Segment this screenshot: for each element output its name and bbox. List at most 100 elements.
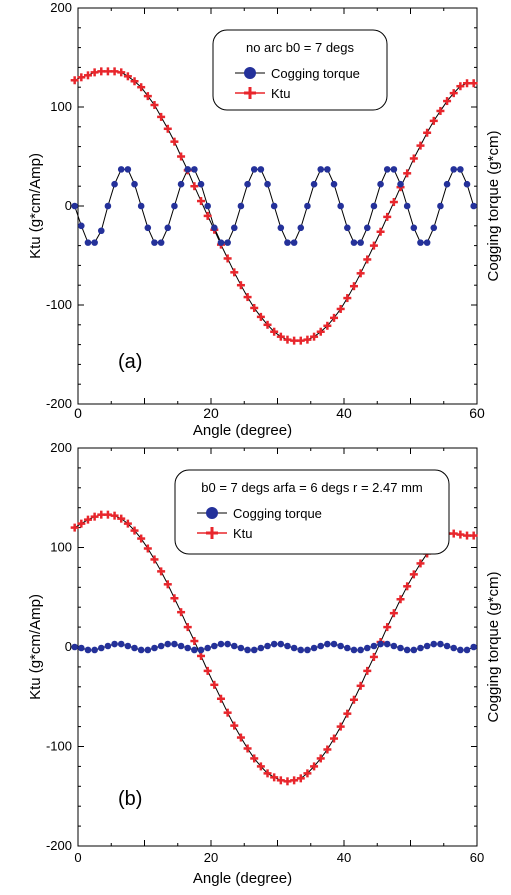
cogging-torque-point <box>177 642 185 650</box>
cogging-torque-point <box>350 646 358 654</box>
cogging-torque-point <box>324 640 331 648</box>
cogging-torque-point <box>144 646 152 654</box>
panel-label: (b) <box>118 788 142 810</box>
cogging-torque-point <box>430 224 438 232</box>
x-tick-label: 60 <box>470 850 484 865</box>
cogging-torque-point <box>250 166 258 173</box>
cogging-torque-point <box>71 643 78 651</box>
cogging-torque-point <box>78 644 85 652</box>
cogging-torque-point <box>437 640 444 648</box>
ktu-point <box>216 694 225 703</box>
ktu-point <box>303 769 312 778</box>
ktu-point <box>356 269 365 278</box>
ktu-point <box>203 211 212 220</box>
cogging-torque-point <box>284 642 291 650</box>
ktu-point <box>123 72 132 81</box>
ktu-point <box>137 83 146 92</box>
ktu-point <box>416 141 425 150</box>
ktu-point <box>190 637 199 646</box>
ktu-point <box>197 651 206 660</box>
ktu-point <box>223 254 232 263</box>
cogging-torque-point <box>290 239 298 246</box>
ktu-point <box>90 512 99 521</box>
cogging-torque-point <box>324 166 331 173</box>
cogging-torque-point <box>191 646 198 654</box>
cogging-torque-point <box>457 166 464 173</box>
y-tick-label: 0 <box>65 198 72 213</box>
ktu-point <box>190 182 199 191</box>
x-tick-label: 0 <box>74 850 81 865</box>
ktu-point <box>236 733 245 742</box>
ktu-point <box>443 97 452 106</box>
cogging-torque-point <box>304 646 311 654</box>
x-axis-label: Angle (degree) <box>193 422 292 439</box>
ktu-point <box>197 197 206 206</box>
cogging-torque-point <box>264 642 271 650</box>
cogging-torque-point <box>277 640 285 648</box>
cogging-torque-point <box>171 640 178 648</box>
cogging-torque-point <box>257 166 265 173</box>
ktu-point <box>203 666 212 675</box>
ktu-point <box>83 71 92 80</box>
cogging-torque-point <box>157 642 165 650</box>
cogging-torque-point <box>363 224 371 232</box>
y-axis-label: Ktu (g*cm/Amp) <box>27 594 44 700</box>
cogging-torque-point <box>463 646 471 654</box>
ktu-point <box>183 623 192 632</box>
ktu-point <box>336 722 345 731</box>
ktu-point <box>123 519 132 528</box>
cogging-torque-point <box>403 646 411 654</box>
cogging-torque-point <box>357 646 364 654</box>
ktu-point <box>423 128 432 137</box>
cogging-torque-point <box>137 202 145 210</box>
cogging-torque-point <box>317 642 325 650</box>
ktu-point <box>349 282 358 291</box>
cogging-torque-point <box>78 222 85 230</box>
legend: no arc b0 = 7 degs Cogging torque Ktu <box>212 29 388 111</box>
y-tick-label: 200 <box>50 0 72 15</box>
ktu-point <box>157 567 166 576</box>
y-tick-label: -200 <box>46 838 72 853</box>
cogging-torque-point <box>437 202 444 210</box>
legend-label-ktu: Ktu <box>233 526 253 541</box>
ktu-point <box>403 582 412 591</box>
cogging-torque-point <box>157 239 165 246</box>
cogging-torque-point <box>443 642 451 650</box>
ktu-point <box>210 680 219 689</box>
cogging-torque-point <box>137 646 145 654</box>
cogging-torque-point <box>450 166 458 173</box>
cogging-torque-point <box>117 166 125 173</box>
cogging-torque-point <box>197 180 205 188</box>
ktu-point <box>469 531 478 540</box>
x-axis-label: Angle (degree) <box>193 870 292 887</box>
cogging-torque-point <box>330 640 338 648</box>
cogging-torque-point <box>423 239 431 246</box>
y-axis-label-right: Cogging torque (g*cm) <box>485 131 502 282</box>
legend-cogging-marker <box>244 67 256 79</box>
cogging-torque-point <box>171 202 178 210</box>
ktu-point <box>323 321 332 330</box>
ktu-point <box>270 327 279 336</box>
y-axis-label: Ktu (g*cm/Amp) <box>27 153 44 259</box>
cogging-torque-point <box>97 227 105 235</box>
legend-label-cogging-torque: Cogging torque <box>271 66 360 81</box>
ktu-point <box>117 68 126 77</box>
cogging-torque-point <box>124 642 132 650</box>
cogging-torque-point <box>131 644 138 652</box>
ktu-point <box>230 721 239 730</box>
cogging-torque-point <box>191 166 198 173</box>
ktu-point <box>290 776 299 785</box>
ktu-point <box>77 519 86 528</box>
cogging-torque-point <box>310 180 318 188</box>
ktu-point <box>416 559 425 568</box>
ktu-point <box>110 511 119 520</box>
ktu-point <box>143 92 152 101</box>
y-tick-label: -100 <box>46 297 72 312</box>
cogging-torque-point <box>211 642 218 650</box>
ktu-point <box>143 544 152 553</box>
cogging-torque-point <box>84 646 92 654</box>
y-tick-label: 100 <box>50 540 72 555</box>
ktu-point <box>383 212 392 221</box>
ktu-point <box>343 709 352 718</box>
